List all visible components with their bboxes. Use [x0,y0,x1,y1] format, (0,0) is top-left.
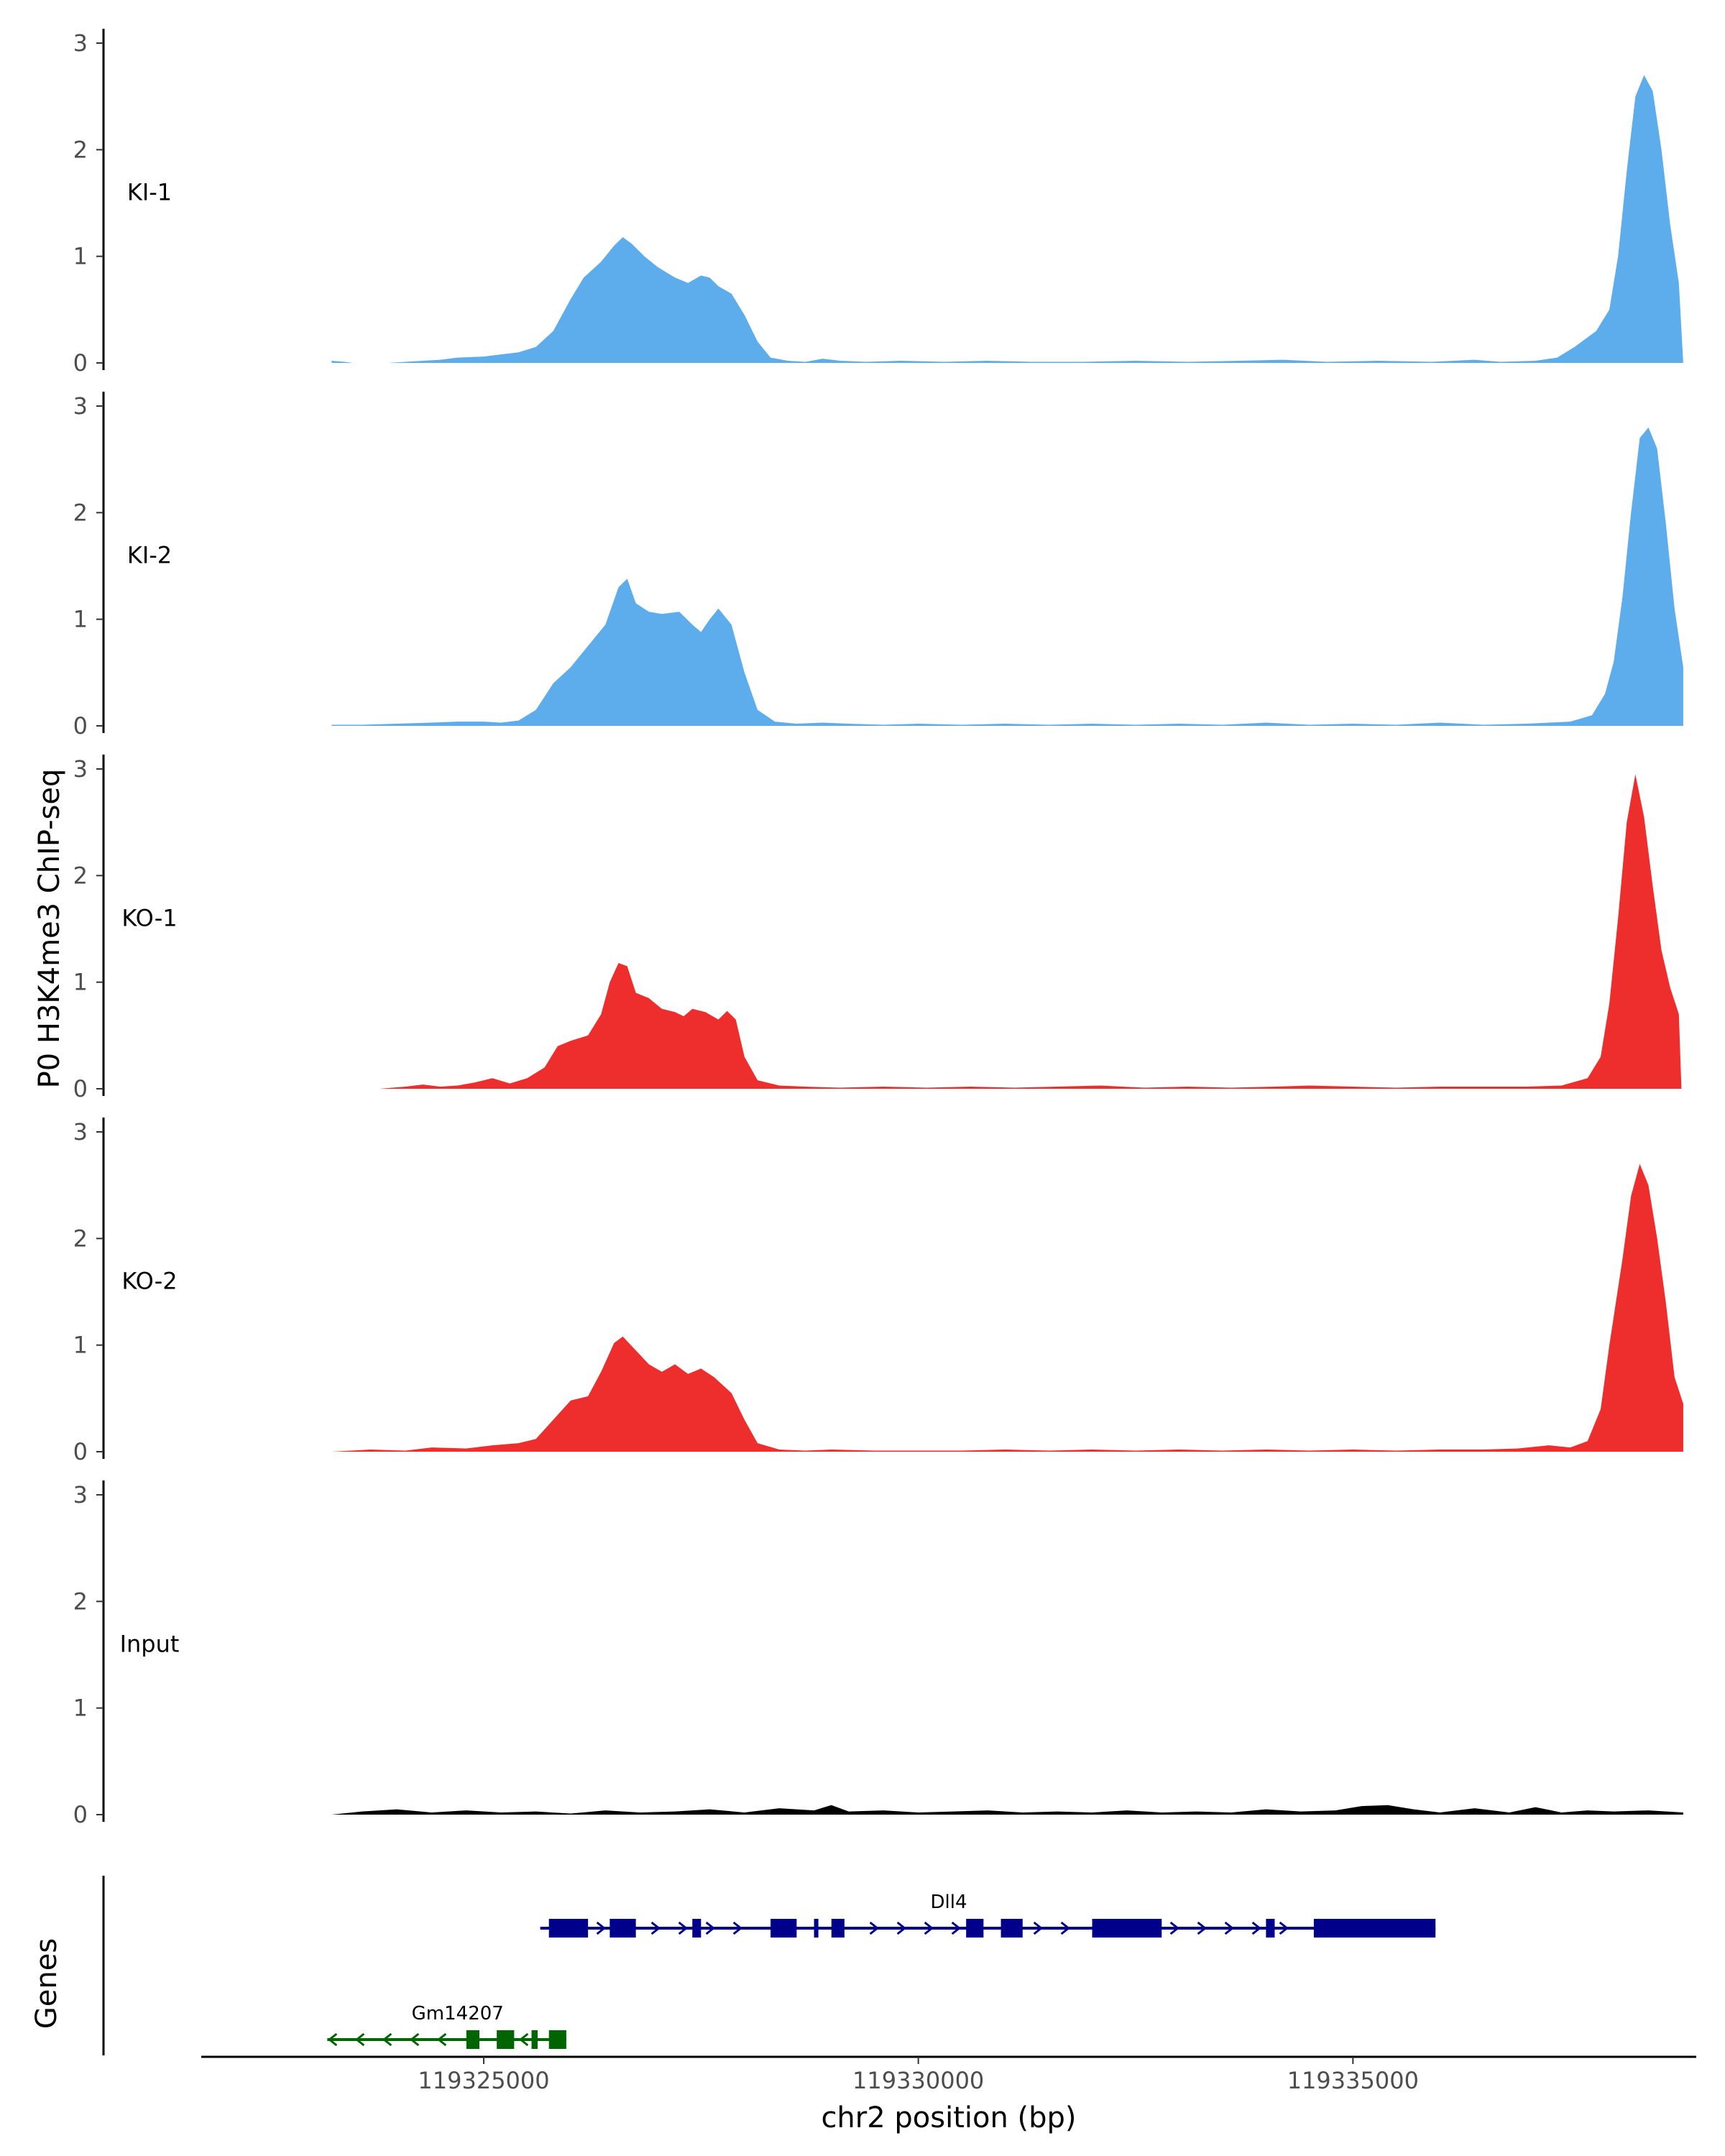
exon [1092,1919,1162,1938]
x-axis-title: chr2 position (bp) [821,2101,1076,2134]
gene-gm14207: Gm14207 [327,2003,566,2049]
y-tick-label: 0 [73,1075,88,1102]
y-tick-label: 2 [73,1225,88,1252]
track-input: 0 1 2 3 Input [73,1480,1683,1828]
coverage-area [331,75,1683,363]
track-label: Input [120,1631,180,1658]
genes-track: Dll4 Gm14207 [327,1892,1436,2049]
exon [531,2030,538,2049]
exon [692,1919,702,1938]
track-ko-1: 0 1 2 3 KO-1 [73,755,1682,1102]
y-tick-label: 3 [73,392,88,420]
y-tick-label: 2 [73,136,88,163]
y-tick-label: 2 [73,499,88,526]
x-axis-ticks: 119325000 119330000 119335000 [418,2057,1419,2094]
y-tick-label: 3 [73,29,88,57]
y-tick-label: 2 [73,1588,88,1615]
strand-arrow [924,1921,934,1935]
strand-arrow [678,1921,689,1935]
track-ko-2: 0 1 2 3 KO-2 [73,1118,1683,1465]
exon [1000,1919,1023,1938]
strand-arrow [1224,1921,1235,1935]
exon [548,2030,566,2049]
y-tick-label: 3 [73,755,88,783]
strand-arrow [409,2032,420,2047]
exon [466,2030,479,2049]
y-tick-label: 1 [73,243,88,270]
exon [1266,1919,1275,1938]
x-tick-label: 119325000 [418,2067,549,2094]
gene-label: Gm14207 [412,2003,504,2024]
exon [831,1919,845,1938]
y-tick-label: 1 [73,1695,88,1722]
y-tick-label: 3 [73,1118,88,1146]
strand-arrow [1033,1921,1044,1935]
strand-arrow [1169,1921,1180,1935]
track-label: KO-1 [121,905,177,932]
y-tick-label: 0 [73,1438,88,1465]
x-tick-label: 119330000 [852,2067,984,2094]
genes-axis-title: Genes [30,1938,63,2029]
exon [1313,1919,1436,1938]
coverage-area [331,1164,1683,1452]
exon [610,1919,636,1938]
coverage-tracks: 0 1 2 3 KI-1 0 1 2 3 KI-2 0 1 2 3 KO-1 0 1 2 3 KO-2 0 1 2 3 Inpu… [73,29,1683,1828]
y-tick-label: 0 [73,349,88,377]
track-ki-1: 0 1 2 3 KI-1 [73,29,1683,377]
y-tick-label: 2 [73,862,88,889]
coverage-area [331,427,1683,726]
exon [548,1919,589,1938]
strand-arrow [705,1921,716,1935]
y-axis-title: P0 H3K4me3 ChIP-seq [33,769,66,1089]
x-tick-label: 119335000 [1287,2067,1419,2094]
strand-arrow [354,2032,365,2047]
gene-label: Dll4 [930,1892,967,1913]
strand-arrow [382,2032,392,2047]
y-tick-label: 0 [73,1801,88,1828]
y-tick-label: 1 [73,606,88,633]
track-ki-2: 0 1 2 3 KI-2 [73,392,1683,740]
gene-dll4: Dll4 [540,1892,1436,1938]
strand-arrow [732,1921,743,1935]
strand-arrow [596,1921,607,1935]
strand-arrow [518,2032,529,2047]
y-tick-label: 3 [73,1481,88,1508]
exon [770,1919,797,1938]
strand-arrow [896,1921,907,1935]
strand-arrow [1197,1921,1208,1935]
y-tick-label: 1 [73,969,88,996]
y-tick-label: 1 [73,1332,88,1359]
coverage-area [331,1805,1683,1815]
strand-arrow [951,1921,962,1935]
y-tick-label: 0 [73,712,88,740]
strand-arrow [650,1921,661,1935]
strand-arrow [1279,1921,1289,1935]
track-label: KI-1 [127,179,172,206]
strand-arrow [1060,1921,1071,1935]
strand-arrow [1251,1921,1262,1935]
track-label: KO-2 [121,1268,177,1295]
coverage-area [379,774,1682,1089]
exon [497,2030,515,2049]
strand-arrow [327,2032,338,2047]
strand-arrow [436,2032,447,2047]
track-label: KI-2 [127,542,172,569]
exon [814,1919,819,1938]
exon [966,1919,984,1938]
strand-arrow [869,1921,880,1935]
